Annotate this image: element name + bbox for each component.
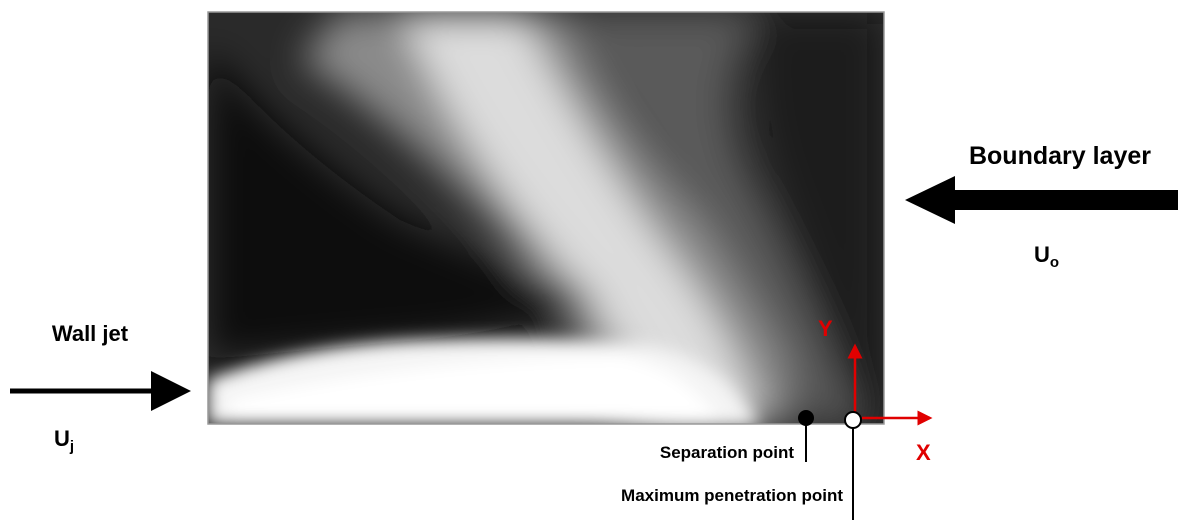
separation-point-marker [798,410,814,426]
wall-jet-label: Wall jet [52,321,129,346]
jet-velocity: Uj [54,426,74,455]
boundary-layer-arrow [905,176,1178,224]
x-axis-label: X [916,440,931,465]
max-penetration-label: Maximum penetration point [621,486,843,505]
separation-point-label: Separation point [660,443,794,462]
diagram: Boundary layer Uo Wall jet Uj Y X Separa… [0,0,1186,524]
free-stream-velocity: Uo [1034,242,1059,271]
flow-visualization [208,12,884,424]
max-penetration-marker [845,412,861,428]
y-axis-label: Y [818,316,833,341]
boundary-layer-label: Boundary layer [969,142,1151,170]
